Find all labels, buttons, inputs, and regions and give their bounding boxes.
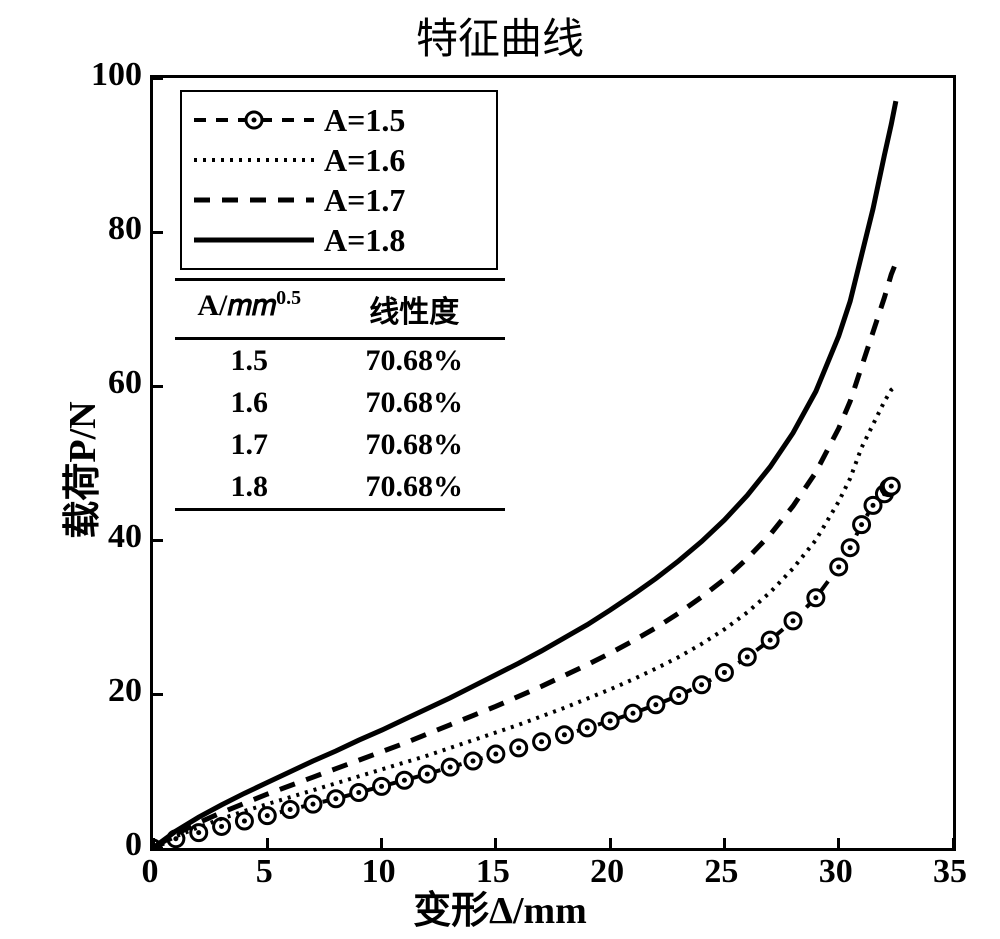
y-tick-label: 20 [108, 672, 142, 710]
data-table-cell-a: 1.7 [175, 428, 324, 462]
legend-box: A=1.5A=1.6A=1.7A=1.8 [180, 90, 498, 270]
chart-container: 特征曲线 载荷P/N 变形Δ/mm A=1.5A=1.6A=1.7A=1.8 A… [0, 0, 1000, 939]
legend-swatch [194, 145, 314, 175]
data-table-cell-lin: 70.68% [324, 344, 506, 378]
data-table-body: 1.570.68%1.670.68%1.770.68%1.870.68% [175, 340, 505, 508]
data-table-row: 1.570.68% [175, 340, 505, 382]
x-tick-label: 30 [819, 853, 853, 891]
data-table-col1-header: A/𝑚𝑚0.5 [175, 287, 324, 331]
x-tick-label: 35 [933, 853, 967, 891]
legend-label: A=1.8 [324, 222, 405, 259]
y-tick-label: 0 [125, 826, 142, 864]
x-tick-label: 10 [362, 853, 396, 891]
y-tick-label: 80 [108, 210, 142, 248]
data-table-cell-a: 1.8 [175, 470, 324, 504]
x-tick-mark [152, 838, 155, 848]
legend-swatch [194, 185, 314, 215]
y-tick-label: 100 [91, 56, 142, 94]
legend-label: A=1.7 [324, 182, 405, 219]
x-tick-label: 15 [476, 853, 510, 891]
x-tick-label: 20 [590, 853, 624, 891]
data-table-cell-lin: 70.68% [324, 470, 506, 504]
x-tick-label: 25 [704, 853, 738, 891]
data-table-cell-lin: 70.68% [324, 428, 506, 462]
legend-label: A=1.6 [324, 142, 405, 179]
data-table-cell-lin: 70.68% [324, 386, 506, 420]
y-tick-mark [153, 539, 163, 542]
x-tick-mark [266, 838, 269, 848]
data-table-row: 1.770.68% [175, 424, 505, 466]
legend-label: A=1.5 [324, 102, 405, 139]
legend-swatch [194, 225, 314, 255]
data-table-row: 1.670.68% [175, 382, 505, 424]
x-tick-mark [723, 838, 726, 848]
x-tick-label: 0 [142, 853, 159, 891]
x-tick-mark [609, 838, 612, 848]
chart-title: 特征曲线 [0, 5, 1000, 66]
x-tick-mark [952, 838, 955, 848]
legend-swatch [194, 105, 314, 135]
data-table-row: 1.870.68% [175, 466, 505, 508]
data-table-header: A/𝑚𝑚0.5 线性度 [175, 278, 505, 340]
y-tick-mark [153, 847, 163, 850]
legend-row: A=1.6 [194, 140, 484, 180]
y-tick-mark [153, 77, 163, 80]
y-tick-mark [153, 693, 163, 696]
x-tick-label: 5 [256, 853, 273, 891]
legend-row: A=1.7 [194, 180, 484, 220]
y-tick-mark [153, 231, 163, 234]
x-tick-mark [837, 838, 840, 848]
data-table-cell-a: 1.5 [175, 344, 324, 378]
legend-row: A=1.8 [194, 220, 484, 260]
data-table-cell-a: 1.6 [175, 386, 324, 420]
y-axis-label: 载荷P/N [51, 401, 106, 538]
x-tick-mark [494, 838, 497, 848]
y-tick-mark [153, 385, 163, 388]
data-table-col2-header: 线性度 [324, 287, 506, 331]
y-tick-label: 60 [108, 364, 142, 402]
x-tick-mark [380, 838, 383, 848]
legend-row: A=1.5 [194, 100, 484, 140]
data-table: A/𝑚𝑚0.5 线性度 1.570.68%1.670.68%1.770.68%1… [175, 278, 505, 513]
data-table-footer [175, 508, 505, 513]
y-tick-label: 40 [108, 518, 142, 556]
